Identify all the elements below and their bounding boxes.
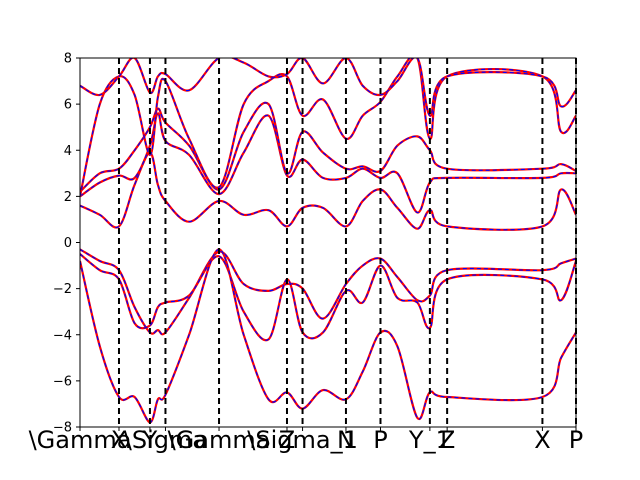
y-axis-ticks: 8 6 4 2 0 −2 −4 −6 −8 xyxy=(53,52,80,436)
x-tick-label-4: \Gamma xyxy=(168,426,271,454)
x-tick-label-0: \Gamma xyxy=(29,426,132,454)
y-tick-label-5: −2 xyxy=(53,282,72,297)
x-tick-label-7: N xyxy=(337,426,355,454)
x-tick-label-11: X xyxy=(534,426,550,454)
y-tick-label-4: 0 xyxy=(64,236,72,251)
band-6-overlay xyxy=(80,102,576,193)
y-tick-label-2: 4 xyxy=(64,144,72,159)
x-tick-label-8: P xyxy=(373,426,387,454)
band-2-overlay xyxy=(80,253,576,341)
x-tick-label-10: Z xyxy=(439,426,455,454)
x-tick-label-2: Y xyxy=(142,426,158,454)
band-8-overlay xyxy=(80,58,576,117)
x-tick-label-9: Y_1 xyxy=(408,426,451,454)
band-7-overlay xyxy=(80,58,576,197)
band-5-overlay xyxy=(80,112,576,214)
y-tick-label-3: 2 xyxy=(64,190,72,205)
x-tick-label-5: Z xyxy=(279,426,295,454)
y-tick-label-1: 6 xyxy=(64,98,72,113)
y-tick-label-0: 8 xyxy=(64,52,72,67)
x-tick-label-6: \Sigma_1 xyxy=(247,426,358,454)
x-tick-label-12: P xyxy=(569,426,583,454)
x-tick-label-3: \Sigma xyxy=(124,426,207,454)
band-3-overlay xyxy=(80,248,576,423)
x-tick-label-1: X xyxy=(111,426,127,454)
y-tick-label-7: −6 xyxy=(53,374,72,389)
y-tick-label-6: −4 xyxy=(53,328,72,343)
y-tick-label-8: −8 xyxy=(53,421,72,436)
